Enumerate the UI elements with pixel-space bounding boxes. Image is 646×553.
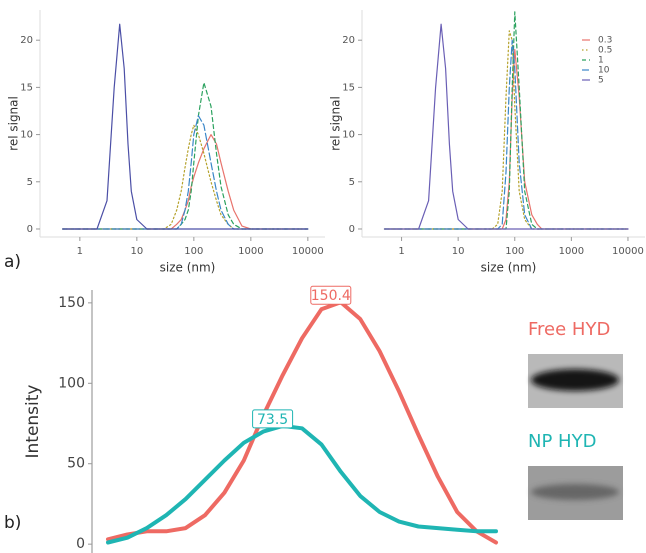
data-label-text: 73.5 — [257, 412, 288, 428]
blot-band — [531, 369, 619, 391]
x-tick-label: 1 — [77, 246, 83, 257]
y-tick-label: 5 — [349, 177, 355, 188]
x-tick-label: 10 — [452, 246, 465, 257]
x-tick-label: 1 — [398, 246, 404, 257]
series-line — [62, 124, 309, 230]
series-line — [106, 423, 498, 545]
series-line — [106, 300, 498, 545]
series-line — [62, 82, 309, 230]
y-tick-label: 10 — [20, 130, 33, 141]
x-tick-label: 1000 — [238, 246, 263, 257]
y-tick-label: 100 — [58, 375, 85, 391]
x-tick-label: 10000 — [292, 246, 324, 257]
y-tick-label: 5 — [27, 177, 33, 188]
y-tick-label: 20 — [20, 35, 33, 46]
data-label-box — [252, 409, 294, 429]
y-tick-label: 20 — [342, 35, 355, 46]
series-line — [383, 48, 629, 230]
x-tick-label: 1000 — [559, 246, 584, 257]
x-axis-title: size (nm) — [481, 261, 537, 275]
data-label-box — [310, 285, 352, 305]
y-tick-label: 15 — [20, 82, 33, 93]
series-line — [383, 30, 629, 230]
series-line — [62, 134, 309, 230]
series-line — [383, 23, 629, 230]
series-line — [383, 39, 629, 230]
y-axis-title: rel signal — [7, 96, 21, 151]
series-line — [62, 23, 309, 230]
legend-label: 0.3 — [598, 36, 612, 46]
y-tick-label: 0 — [27, 224, 33, 235]
y-axis-title: rel signal — [329, 96, 343, 151]
data-label: 150.4 — [310, 285, 352, 305]
legend-label: 0.5 — [598, 46, 612, 56]
legend-label: 5 — [598, 76, 604, 86]
x-tick-label: 100 — [184, 246, 203, 257]
panel-label: a) — [4, 252, 21, 272]
y-tick-label: 0 — [349, 224, 355, 235]
legend-label: 1 — [598, 56, 604, 66]
series-line — [383, 11, 629, 230]
x-tick-label: 10000 — [612, 246, 644, 257]
y-axis-title: Intensity — [23, 385, 43, 459]
y-tick-label: 10 — [342, 130, 355, 141]
y-tick-label: 15 — [342, 82, 355, 93]
y-tick-label: 0 — [76, 536, 85, 552]
blot-band — [531, 484, 619, 500]
y-tick-label: 150 — [58, 295, 85, 311]
data-label-text: 150.4 — [311, 288, 351, 304]
x-tick-label: 10 — [130, 246, 143, 257]
x-axis-title: size (nm) — [160, 261, 216, 275]
legend-label: Free HYD — [528, 319, 610, 340]
x-tick-label: 100 — [505, 246, 524, 257]
series-line — [62, 115, 309, 230]
y-tick-label: 50 — [67, 456, 85, 472]
legend-label: 10 — [598, 66, 610, 76]
panel-label: b) — [4, 513, 21, 533]
data-label: 73.5 — [252, 409, 294, 429]
legend-label: NP HYD — [528, 431, 596, 452]
